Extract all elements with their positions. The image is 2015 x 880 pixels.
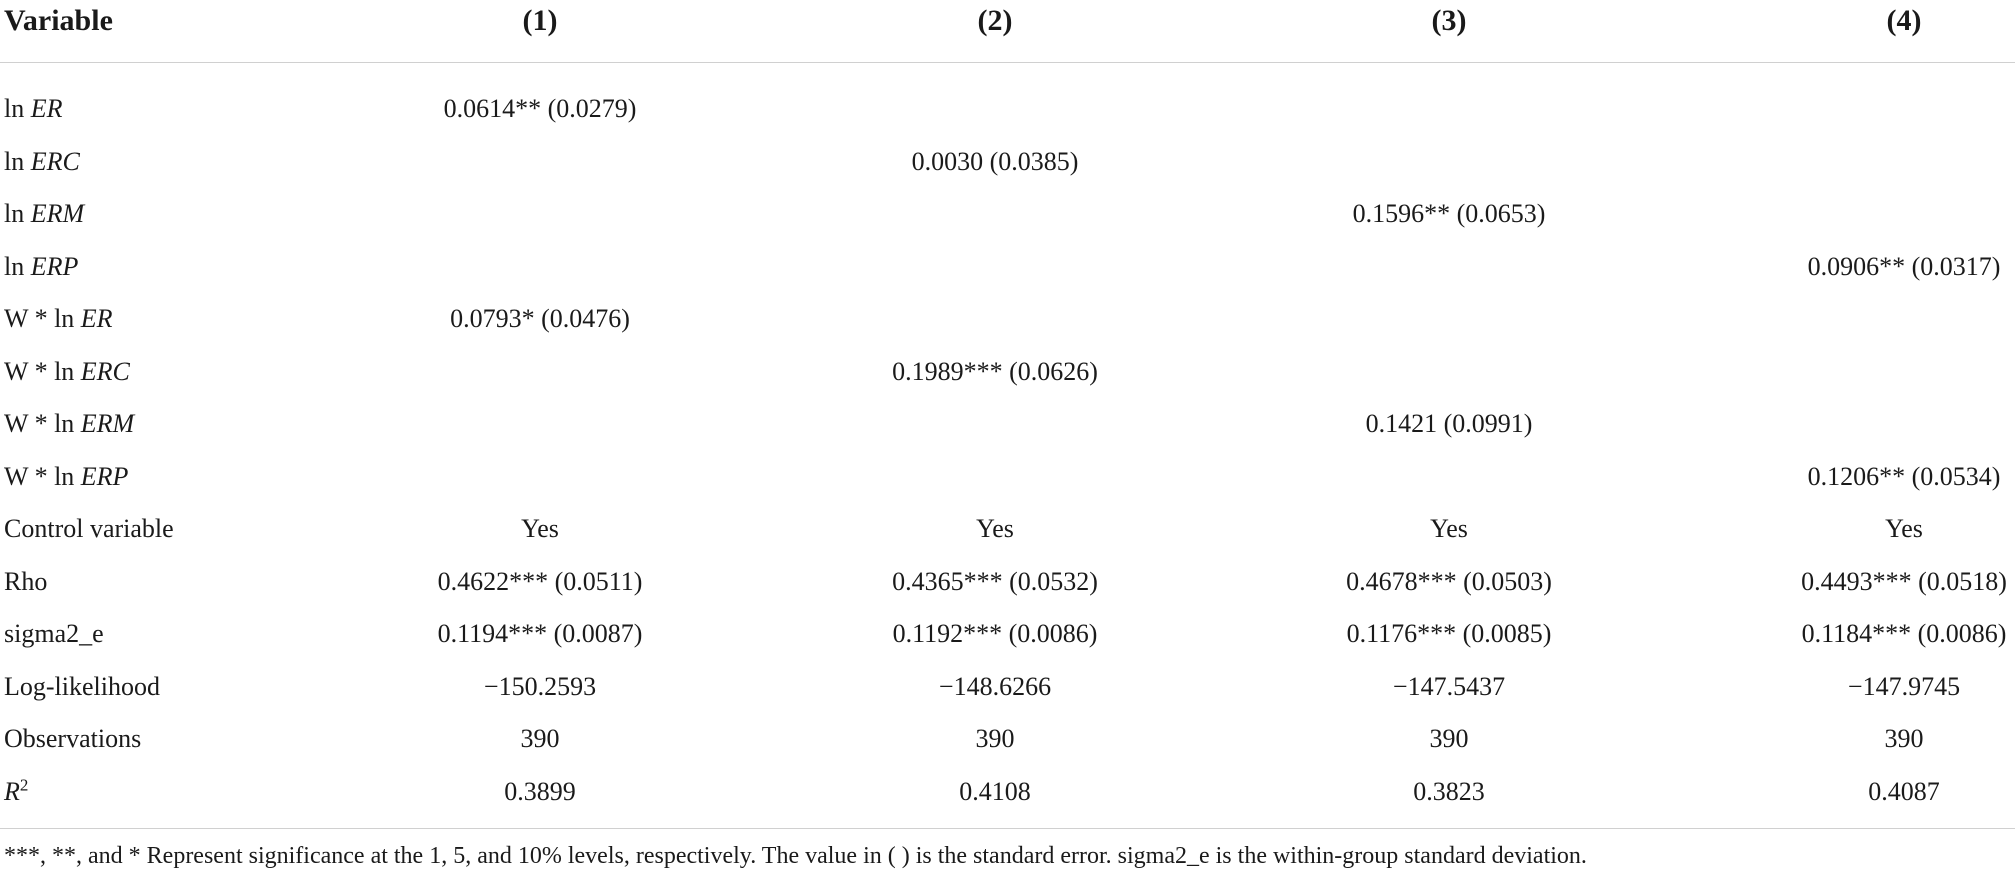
table-cell: 0.1596** (0.0653) bbox=[1352, 199, 1546, 228]
table-row: Control variable Yes Yes Yes Yes bbox=[0, 503, 2015, 556]
table-cell: Yes bbox=[976, 514, 1014, 543]
table-cell: 0.3899 bbox=[504, 776, 576, 806]
header-col-3: (3) bbox=[1431, 4, 1467, 37]
table-cell: 0.0906** (0.0317) bbox=[1807, 251, 2001, 281]
row-label: Observations bbox=[4, 724, 142, 753]
table-cell: 0.0614** (0.0279) bbox=[443, 94, 637, 123]
table-row: sigma2_e 0.1194*** (0.0087) 0.1192*** (0… bbox=[0, 608, 2015, 661]
table-row-r2: R2 0.3899 0.4108 0.3823 0.4087 bbox=[0, 766, 2015, 819]
row-label: Control variable bbox=[4, 514, 174, 543]
table-cell: 0.1192*** (0.0086) bbox=[892, 619, 1098, 648]
table-row: W * ln ERM 0.1421 (0.0991) bbox=[0, 398, 2015, 451]
table-cell: −150.2593 bbox=[483, 671, 597, 701]
table-cell: 0.0793* (0.0476) bbox=[450, 304, 630, 333]
row-label: ln ERM bbox=[4, 199, 85, 228]
header-col-4: (4) bbox=[1886, 4, 1922, 37]
table-cell: −148.6266 bbox=[938, 671, 1052, 701]
table-cell: 0.0030 (0.0385) bbox=[911, 146, 1079, 176]
table-cell: 0.4087 bbox=[1868, 776, 1940, 806]
table-footnote: ***, **, and * Represent significance at… bbox=[4, 843, 1587, 869]
table-cell: 0.1184*** (0.0086) bbox=[1801, 619, 2007, 648]
table-row: W * ln ER 0.0793* (0.0476) bbox=[0, 293, 2015, 346]
row-label: W * ln ERM bbox=[4, 409, 135, 438]
table-cell: −147.9745 bbox=[1847, 671, 1961, 701]
table-cell: 0.1989*** (0.0626) bbox=[892, 356, 1098, 386]
table-cell: 0.3823 bbox=[1413, 776, 1485, 806]
header-variable: Variable bbox=[4, 4, 113, 37]
table-cell: 0.1421 (0.0991) bbox=[1365, 409, 1533, 438]
row-label: ln ER bbox=[4, 94, 63, 123]
table-header: Variable (1) (2) (3) (4) bbox=[0, 0, 2015, 63]
row-label: ln ERP bbox=[4, 251, 79, 281]
table-cell: Yes bbox=[1885, 514, 1923, 543]
row-label: sigma2_e bbox=[4, 619, 104, 648]
row-label: W * ln ERC bbox=[4, 356, 130, 386]
row-label: W * ln ER bbox=[4, 304, 113, 333]
row-label: W * ln ERP bbox=[4, 461, 129, 491]
table-cell: 0.4108 bbox=[959, 776, 1031, 806]
row-label: ln ERC bbox=[4, 146, 80, 176]
table-cell: 390 bbox=[1884, 724, 1924, 753]
table-cell: 0.1194*** (0.0087) bbox=[437, 619, 643, 648]
table-row: Rho 0.4622*** (0.0511) 0.4365*** (0.0532… bbox=[0, 556, 2015, 609]
table-cell: Yes bbox=[521, 514, 559, 543]
table-row: ln ER 0.0614** (0.0279) bbox=[0, 83, 2015, 136]
table-cell: 0.4678*** (0.0503) bbox=[1346, 566, 1552, 596]
table-row: ln ERC 0.0030 (0.0385) bbox=[0, 136, 2015, 189]
table-row: W * ln ERP 0.1206** (0.0534) bbox=[0, 451, 2015, 504]
table-cell: 0.4493*** (0.0518) bbox=[1801, 566, 2007, 596]
row-label-r2: R2 bbox=[4, 774, 29, 806]
header-col-2: (2) bbox=[977, 4, 1013, 37]
table-row: Observations 390 390 390 390 bbox=[0, 713, 2015, 766]
table-cell: 390 bbox=[520, 724, 560, 753]
table-row: W * ln ERC 0.1989*** (0.0626) bbox=[0, 346, 2015, 399]
row-label: Rho bbox=[4, 566, 48, 596]
table-cell: 0.1206** (0.0534) bbox=[1807, 461, 2001, 491]
table-cell: 0.4365*** (0.0532) bbox=[892, 566, 1098, 596]
header-col-1: (1) bbox=[522, 4, 558, 37]
row-label: Log-likelihood bbox=[4, 671, 160, 701]
table-cell: 390 bbox=[1429, 724, 1469, 753]
table-cell: 0.4622*** (0.0511) bbox=[437, 566, 643, 596]
regression-table: Variable (1) (2) (3) (4) ln ER 0.0614** … bbox=[0, 0, 2015, 818]
table-row: Log-likelihood −150.2593 −148.6266 −147.… bbox=[0, 661, 2015, 714]
table-cell: 390 bbox=[975, 724, 1015, 753]
table-cell: −147.5437 bbox=[1392, 671, 1506, 701]
table-row: ln ERP 0.0906** (0.0317) bbox=[0, 241, 2015, 294]
table-bottom-rule bbox=[0, 828, 2015, 829]
table-cell: Yes bbox=[1430, 514, 1468, 543]
table-row: ln ERM 0.1596** (0.0653) bbox=[0, 188, 2015, 241]
table-body: ln ER 0.0614** (0.0279) ln ERC 0.0030 (0… bbox=[0, 63, 2015, 818]
table-cell: 0.1176*** (0.0085) bbox=[1346, 619, 1552, 648]
